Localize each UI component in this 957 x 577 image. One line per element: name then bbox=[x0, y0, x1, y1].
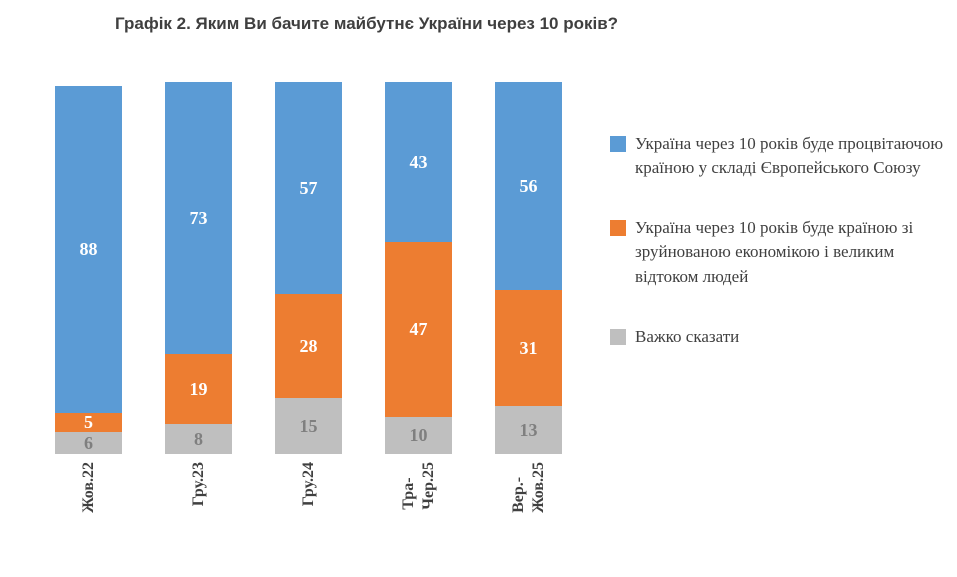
bar-segment: 31 bbox=[495, 290, 562, 406]
bar-segment: 88 bbox=[55, 85, 122, 414]
bar-column: 57 28 15 bbox=[275, 82, 342, 454]
bar-value-label: 15 bbox=[299, 416, 318, 437]
x-axis-label: Вер.- Жов.25 bbox=[509, 462, 547, 513]
bar-value-label: 88 bbox=[79, 239, 98, 260]
x-axis-label: Гру.23 bbox=[189, 462, 207, 507]
bar-value-label: 6 bbox=[84, 432, 93, 453]
bar-column: 56 31 13 bbox=[495, 82, 562, 454]
legend-item: Важко сказати bbox=[610, 325, 948, 349]
bar-column: 73 19 8 bbox=[165, 82, 232, 454]
x-axis-label: Жов.22 bbox=[79, 462, 97, 513]
x-axis-label-cell: Гру.24 bbox=[275, 462, 342, 577]
bar-segment: 13 bbox=[495, 405, 562, 454]
legend-item: Україна через 10 років буде процвітаючою… bbox=[610, 132, 948, 180]
x-axis-label-cell: Вер.- Жов.25 bbox=[495, 462, 562, 577]
bar-value-label: 10 bbox=[409, 425, 428, 446]
bar-value-label: 28 bbox=[299, 336, 318, 357]
x-axis-label-cell: Тра- Чер.25 bbox=[385, 462, 452, 577]
bar-value-label: 73 bbox=[189, 207, 208, 228]
x-axis-label-cell: Жов.22 bbox=[55, 462, 122, 577]
legend-swatch bbox=[610, 220, 626, 237]
legend: Україна через 10 років буде процвітаючою… bbox=[610, 82, 948, 577]
bar-value-label: 57 bbox=[299, 178, 318, 199]
x-axis-label: Гру.24 bbox=[299, 462, 317, 507]
bar-segment: 57 bbox=[275, 82, 342, 295]
bar-segment: 28 bbox=[275, 294, 342, 399]
x-axis-labels: Жов.22 Гру.23 Гру.24 Тра- Чер.25 Вер.- Жов.2… bbox=[0, 462, 566, 577]
bar-segment: 6 bbox=[55, 431, 122, 454]
bar-value-label: 19 bbox=[189, 378, 208, 399]
bar-segment: 73 bbox=[165, 82, 232, 354]
legend-item: Україна через 10 років буде країною зі з… bbox=[610, 216, 948, 288]
bar-segment: 10 bbox=[385, 416, 452, 454]
bar-value-label: 47 bbox=[409, 319, 428, 340]
bar-value-label: 31 bbox=[519, 337, 538, 358]
bar-value-label: 56 bbox=[519, 176, 538, 197]
bar-segment: 47 bbox=[385, 241, 452, 417]
x-axis-label-cell: Гру.23 bbox=[165, 462, 232, 577]
legend-swatch bbox=[610, 136, 626, 152]
bar-column: 88 5 6 bbox=[55, 85, 122, 454]
legend-label: Важко сказати bbox=[635, 326, 740, 346]
legend-swatch bbox=[610, 328, 626, 345]
bar-value-label: 43 bbox=[409, 152, 428, 172]
bar-segment: 8 bbox=[165, 424, 232, 454]
legend-label: Україна через 10 років буде країною зі з… bbox=[635, 218, 914, 286]
bar-segment: 56 bbox=[495, 82, 562, 291]
x-axis-label: Тра- Чер.25 bbox=[399, 462, 437, 510]
chart-area: 88 5 6 73 19 8 57 28 15 43 47 10 56 31 13 Жов.22 Гру.23… bbox=[0, 82, 957, 577]
bar-value-label: 13 bbox=[519, 419, 538, 440]
legend-label: Україна через 10 років буде процвітаючою… bbox=[635, 134, 944, 178]
bar-value-label: 5 bbox=[84, 412, 93, 433]
bar-segment: 5 bbox=[55, 413, 122, 432]
bar-segment: 19 bbox=[165, 353, 232, 425]
bar-segment: 43 bbox=[385, 82, 452, 242]
bar-segment: 15 bbox=[275, 398, 342, 454]
plot-area: 88 5 6 73 19 8 57 28 15 43 47 10 56 31 13 bbox=[0, 82, 566, 454]
bar-column: 43 47 10 bbox=[385, 82, 452, 454]
chart-title: Графік 2. Яким Ви бачите майбутнє Україн… bbox=[115, 14, 619, 33]
plot-wrap: 88 5 6 73 19 8 57 28 15 43 47 10 56 31 13 Жов.22 Гру.23… bbox=[0, 82, 566, 577]
bar-value-label: 8 bbox=[194, 429, 203, 450]
